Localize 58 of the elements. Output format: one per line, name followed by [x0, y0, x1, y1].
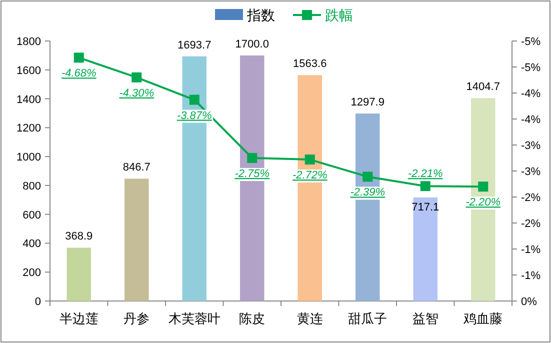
x-tick-label: 甜瓜子: [348, 311, 388, 326]
y2-tick-label: -4%: [521, 88, 541, 100]
data-label: 368.9: [65, 230, 93, 243]
legend: 指数 跌幅: [215, 7, 353, 23]
y-tick-label: 600: [22, 209, 41, 222]
bar: [124, 178, 149, 301]
y-tick-label: 1200: [16, 122, 41, 135]
data-label: -2.72%: [292, 170, 328, 182]
y2-tick-label: -2%: [521, 218, 541, 230]
x-tick-label: 黄连: [296, 311, 323, 326]
x-tick-label: 益智: [412, 311, 438, 326]
y2-tick-label: -1%: [521, 244, 541, 256]
x-tick-label: 陈皮: [239, 311, 266, 326]
data-label: -2.20%: [466, 196, 501, 209]
data-label: -2.21%: [408, 168, 444, 180]
y-tick-label: 1000: [16, 152, 41, 164]
data-label: 1297.9: [350, 96, 384, 109]
point: [420, 181, 430, 192]
data-label: -3.87%: [176, 110, 212, 122]
y2-tick-label: -5%: [521, 62, 541, 74]
data-label: 1563.6: [293, 58, 327, 70]
data-label: 1404.7: [466, 81, 500, 94]
y2-tick-label: 0%: [521, 296, 538, 308]
x-tick-label: 丹参: [124, 311, 150, 326]
y-tick-label: 1800: [16, 36, 41, 48]
y2-tick-label: -2%: [521, 192, 541, 204]
x-tick-label: 鸡血藤: [462, 311, 503, 326]
point: [478, 182, 488, 192]
y-tick-label: 0: [34, 296, 41, 308]
y2-tick-label: -1%: [521, 270, 541, 282]
point: [189, 94, 200, 105]
data-label: 1700.0: [235, 38, 269, 50]
point: [132, 72, 142, 82]
y2-tick-label: -4%: [521, 114, 541, 126]
y-tick-label: 400: [22, 238, 41, 250]
x-tick-label: 半边莲: [59, 311, 98, 326]
y-tick-label: 800: [22, 180, 41, 192]
y-tick-label: 200: [22, 267, 41, 280]
bar: [66, 248, 92, 301]
data-label: -2.75%: [234, 168, 270, 180]
data-label: -4.30%: [119, 87, 154, 100]
data-label: -4.68%: [61, 68, 97, 80]
legend-label: 跌幅: [325, 7, 353, 23]
x-tick-label: 木芙蓉叶: [168, 311, 220, 326]
y2-tick-label: -3%: [521, 140, 541, 152]
point: [74, 52, 84, 63]
point: [362, 172, 373, 182]
data-label: 717.1: [412, 201, 440, 214]
point: [304, 154, 315, 165]
bar: [413, 197, 438, 301]
y2-tick-label: -5%: [521, 36, 541, 48]
data-label: 1693.7: [178, 39, 212, 52]
point: [247, 153, 258, 163]
y-tick-label: 1400: [16, 94, 41, 106]
data-label: 846.7: [122, 162, 150, 174]
y-tick-label: 1600: [16, 64, 41, 77]
y2-tick-label: -3%: [521, 166, 541, 178]
data-label: -2.39%: [350, 186, 386, 199]
